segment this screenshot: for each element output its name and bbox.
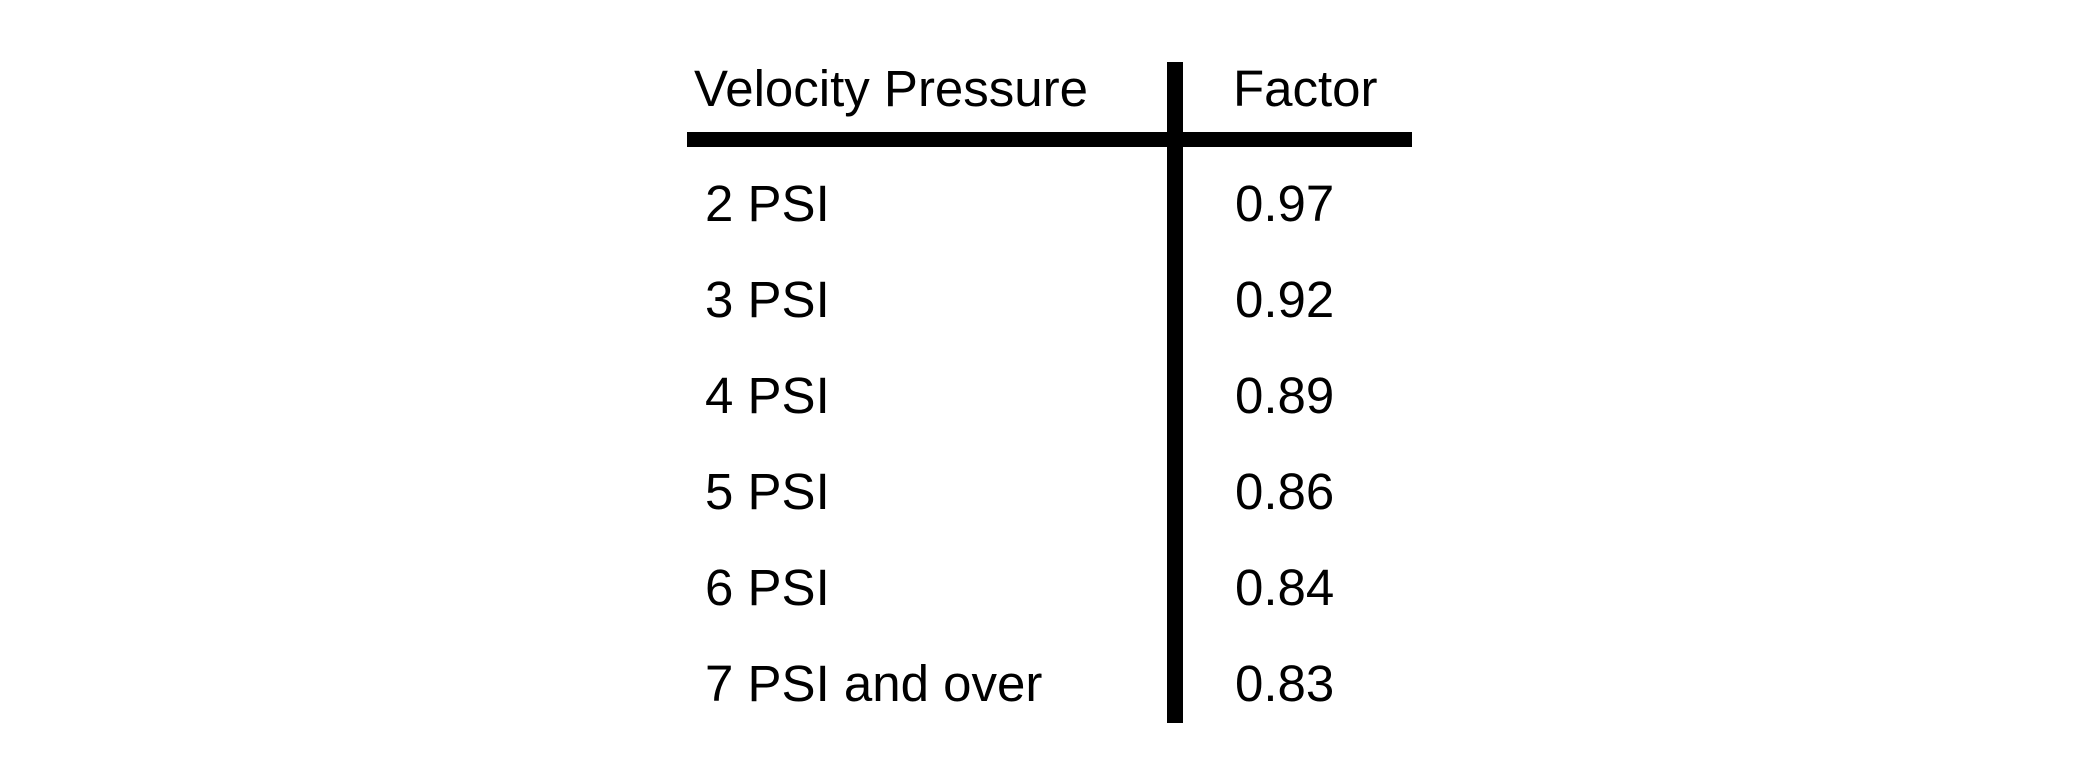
row-velocity-pressure: 7 PSI and over [705,655,1043,712]
row-velocity-pressure: 5 PSI [705,463,830,520]
row-factor: 0.83 [1235,655,1335,712]
table-row: 4 PSI 0.89 [0,367,2100,424]
table-row: 7 PSI and over 0.83 [0,655,2100,712]
table-row: 3 PSI 0.92 [0,271,2100,328]
row-factor: 0.84 [1235,559,1335,616]
table-row: 2 PSI 0.97 [0,175,2100,232]
row-factor: 0.86 [1235,463,1335,520]
row-velocity-pressure: 4 PSI [705,367,830,424]
column-divider-rule [1167,62,1183,723]
row-factor: 0.92 [1235,271,1335,328]
row-velocity-pressure: 6 PSI [705,559,830,616]
row-factor: 0.97 [1235,175,1335,232]
row-velocity-pressure: 3 PSI [705,271,830,328]
row-factor: 0.89 [1235,367,1335,424]
column-header-factor: Factor [1233,60,1378,117]
table-row: 5 PSI 0.86 [0,463,2100,520]
column-header-velocity-pressure: Velocity Pressure [694,60,1089,117]
table-row: 6 PSI 0.84 [0,559,2100,616]
header-rule [687,132,1412,147]
row-velocity-pressure: 2 PSI [705,175,830,232]
